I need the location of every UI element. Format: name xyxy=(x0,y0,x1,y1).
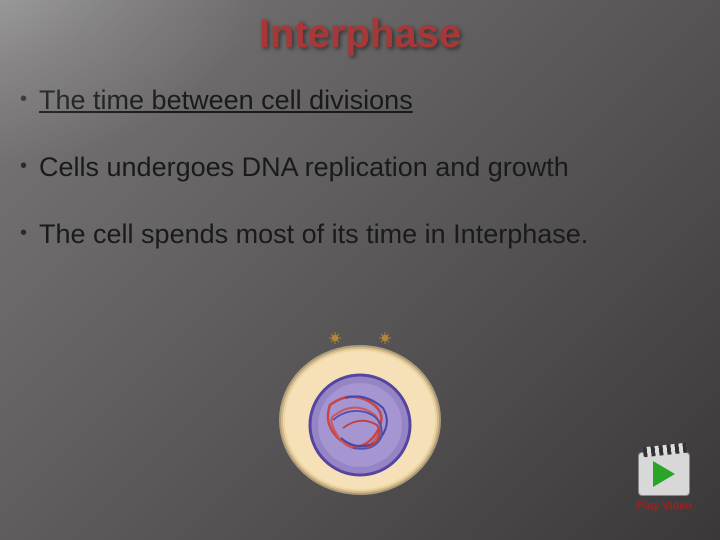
bullet-dot-icon: • xyxy=(20,152,27,180)
bullet-dot-icon: • xyxy=(20,85,27,113)
cell-diagram xyxy=(275,320,445,505)
video-clip-icon xyxy=(638,452,690,496)
bullet-text-3: The cell spends most of its time in Inte… xyxy=(39,219,588,250)
bullet-text-2: Cells undergoes DNA replication and grow… xyxy=(39,152,569,183)
bullet-list: • The time between cell divisions • Cell… xyxy=(0,57,720,250)
bullet-item-2: • Cells undergoes DNA replication and gr… xyxy=(20,152,700,183)
bullet-item-1: • The time between cell divisions xyxy=(20,85,700,116)
bullet-item-3: • The cell spends most of its time in In… xyxy=(20,219,700,250)
bullet-dot-icon: • xyxy=(20,219,27,247)
slide-title: Interphase xyxy=(0,0,720,57)
play-video-button[interactable]: Play Video xyxy=(637,452,692,512)
play-video-label: Play Video xyxy=(637,500,692,512)
bullet-text-1: The time between cell divisions xyxy=(39,85,413,116)
